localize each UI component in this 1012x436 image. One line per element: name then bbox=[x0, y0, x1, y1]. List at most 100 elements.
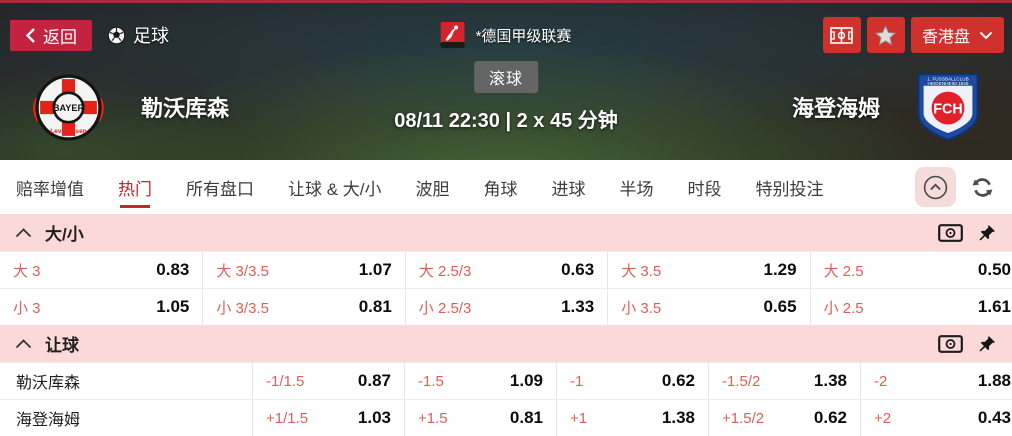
odds-label: 大 3 bbox=[13, 262, 41, 280]
odds-value: 0.62 bbox=[813, 408, 847, 427]
market-type-label: 香港盘 bbox=[921, 29, 970, 46]
tab-item[interactable]: 时段 bbox=[688, 160, 722, 214]
odds-label: +1/1.5 bbox=[266, 409, 309, 427]
odds-cell[interactable]: 大 3 0.83 bbox=[0, 252, 202, 288]
pin-icon[interactable] bbox=[977, 223, 997, 243]
tab-item[interactable]: 半场 bbox=[620, 160, 654, 214]
back-button[interactable]: 返回 bbox=[10, 19, 92, 51]
odds-cell[interactable]: +1/1.5 1.03 bbox=[252, 400, 404, 436]
tab-item[interactable]: 热门 bbox=[118, 160, 152, 214]
collapse-all-button[interactable] bbox=[915, 167, 956, 207]
odds-cell[interactable]: -1 0.62 bbox=[556, 363, 708, 399]
match-time: 08/11 22:30 | 2 x 45 分钟 bbox=[394, 110, 618, 132]
odds-label: 小 2.5 bbox=[823, 299, 864, 317]
odds-cell[interactable]: 大 3.5 1.29 bbox=[607, 252, 809, 288]
odds-cell[interactable]: +2 0.43 bbox=[860, 400, 1012, 436]
odds-label: 大 3/3.5 bbox=[216, 262, 269, 280]
odds-cell[interactable]: 小 3 1.05 bbox=[0, 289, 202, 325]
tab-item[interactable]: 进球 bbox=[552, 160, 586, 214]
team-name-cell: 海登海姆 bbox=[16, 412, 81, 429]
refresh-button[interactable] bbox=[969, 174, 996, 201]
pin-icon[interactable] bbox=[977, 334, 997, 354]
odds-label: 小 3 bbox=[13, 299, 41, 317]
navbar: 返回 足球 *德国甲级联赛 bbox=[0, 3, 1012, 55]
navbar-right: 香港盘 bbox=[822, 17, 1004, 53]
tab-bar-right bbox=[915, 167, 996, 207]
cash-icon[interactable] bbox=[938, 223, 963, 242]
odds-cell[interactable]: +1.5 0.81 bbox=[404, 400, 556, 436]
odds-value: 0.50 bbox=[977, 260, 1011, 279]
svg-text:Leverkusen: Leverkusen bbox=[50, 127, 87, 134]
pitch-icon bbox=[830, 26, 854, 44]
odds-value: 0.81 bbox=[358, 297, 392, 316]
odds-value: 1.09 bbox=[509, 371, 543, 390]
collapse-up-icon bbox=[922, 174, 949, 201]
tab-item[interactable]: 特别投注 bbox=[756, 160, 824, 214]
league-name: *德国甲级联赛 bbox=[475, 27, 572, 45]
favorite-button[interactable] bbox=[866, 17, 905, 53]
odds-row: 勒沃库森 -1/1.5 0.87 -1.5 1.09 -1 0.62 -1.5/2 1.38 -2… bbox=[0, 362, 1012, 399]
soccer-ball-icon bbox=[107, 26, 126, 45]
odds-cell[interactable]: 大 2.5 0.50 bbox=[809, 252, 1012, 288]
odds-value: 1.38 bbox=[661, 408, 695, 427]
cash-icon[interactable] bbox=[938, 334, 963, 353]
odds-value: 1.29 bbox=[763, 260, 797, 279]
market-type-selector[interactable]: 香港盘 bbox=[910, 17, 1004, 53]
odds-cell[interactable]: -2 1.88 bbox=[860, 363, 1012, 399]
section-body: 大 3 0.83 大 3/3.5 1.07 大 2.5/3 0.63 大 3.5 1.29 大 … bbox=[0, 251, 1012, 325]
odds-cell[interactable]: +1 1.38 bbox=[556, 400, 708, 436]
odds-label: 小 3/3.5 bbox=[216, 299, 269, 317]
sport-name: 足球 bbox=[133, 26, 169, 46]
tab-label: 赔率增值 bbox=[16, 179, 84, 199]
odds-label: -1.5/2 bbox=[722, 372, 761, 390]
odds-cell[interactable]: -1.5 1.09 bbox=[404, 363, 556, 399]
section-header[interactable]: 让球 bbox=[0, 325, 1012, 362]
team-name-cell: 勒沃库森 bbox=[16, 375, 81, 392]
odds-cell[interactable]: 小 3.5 0.65 bbox=[607, 289, 809, 325]
home-team-name: 勒沃库森 bbox=[141, 96, 230, 121]
pitch-view-button[interactable] bbox=[822, 17, 861, 53]
league-logo bbox=[440, 22, 465, 48]
odds-cell[interactable]: 小 3/3.5 0.81 bbox=[202, 289, 404, 325]
odds-value: 0.65 bbox=[763, 297, 797, 316]
odds-label: +1 bbox=[570, 409, 588, 427]
tab-bar: 赔率增值 热门 所有盘口 让球 & 大/小 波胆 角球 进球 半场 时段 特别投注 bbox=[0, 160, 1012, 214]
odds-cell[interactable]: 小 2.5/3 1.33 bbox=[404, 289, 607, 325]
odds-label: 小 2.5/3 bbox=[418, 299, 472, 317]
svg-text:BAYER: BAYER bbox=[53, 103, 84, 113]
tab-item[interactable]: 让球 & 大/小 bbox=[288, 160, 382, 214]
odds-cell[interactable]: -1.5/2 1.38 bbox=[708, 363, 860, 399]
tab-item[interactable]: 赔率增值 bbox=[16, 160, 84, 214]
odds-label: 大 2.5 bbox=[823, 262, 864, 280]
section-over-under: 大/小 大 3 0.83 大 3/3.5 1.07 大 2.5/3 0.63 大 3.5 1.… bbox=[0, 214, 1012, 325]
odds-cell[interactable]: 大 3/3.5 1.07 bbox=[202, 252, 404, 288]
section-chevron-up-icon bbox=[15, 338, 32, 349]
tab-label: 波胆 bbox=[415, 179, 450, 199]
odds-value: 1.38 bbox=[813, 371, 847, 390]
away-team-name: 海登海姆 bbox=[791, 96, 880, 121]
section-header[interactable]: 大/小 bbox=[0, 214, 1012, 251]
tab-item[interactable]: 波胆 bbox=[416, 160, 450, 214]
tab-label: 所有盘口 bbox=[186, 179, 254, 199]
tab-item[interactable]: 所有盘口 bbox=[186, 160, 254, 214]
refresh-icon bbox=[969, 174, 996, 201]
league-banner: *德国甲级联赛 bbox=[440, 22, 572, 48]
odds-value: 1.05 bbox=[156, 297, 190, 316]
odds-cell[interactable]: +1.5/2 0.62 bbox=[708, 400, 860, 436]
match-center-info: 滚球 08/11 22:30 | 2 x 45 分钟 bbox=[394, 61, 618, 133]
tab-item[interactable]: 角球 bbox=[484, 160, 518, 214]
tab-label: 让球 & 大/小 bbox=[288, 179, 382, 199]
odds-value: 0.87 bbox=[357, 371, 391, 390]
odds-cell[interactable]: 小 2.5 1.61 bbox=[809, 289, 1012, 325]
section-title: 让球 bbox=[45, 336, 79, 355]
odds-value: 1.33 bbox=[561, 297, 595, 316]
tab-label: 半场 bbox=[619, 179, 654, 199]
odds-value: 0.62 bbox=[661, 371, 695, 390]
odds-label: 小 3.5 bbox=[621, 299, 662, 317]
odds-value: 0.63 bbox=[561, 260, 595, 279]
odds-cell[interactable]: 大 2.5/3 0.63 bbox=[404, 252, 607, 288]
odds-label: -2 bbox=[874, 372, 888, 390]
odds-cell[interactable]: -1/1.5 0.87 bbox=[252, 363, 404, 399]
odds-label: -1 bbox=[570, 372, 584, 390]
tab-list: 赔率增值 热门 所有盘口 让球 & 大/小 波胆 角球 进球 半场 时段 特别投注 bbox=[16, 160, 858, 214]
